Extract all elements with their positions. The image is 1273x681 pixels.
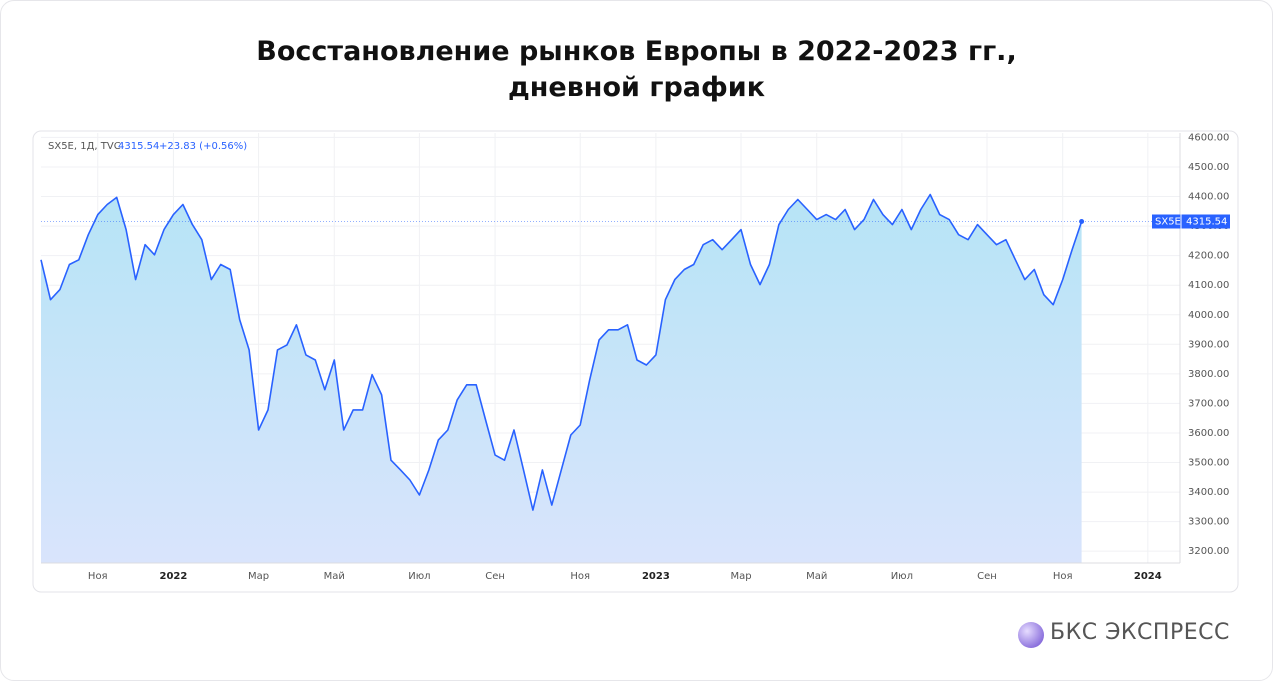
line <box>40 193 1083 511</box>
y-tick-label: 3700.00 <box>1188 398 1229 409</box>
x-tick-label: Май <box>806 571 827 582</box>
y-tick-label: 3400.00 <box>1188 487 1229 498</box>
x-tick-label: Июл <box>891 571 913 582</box>
price-tag-bg <box>1152 214 1230 229</box>
x-tick-label: Мар <box>730 571 751 582</box>
x-tick-label: Сен <box>485 571 505 582</box>
y-tick-label: 4000.00 <box>1188 310 1229 321</box>
y-tick-label: 4600.00 <box>1188 132 1229 143</box>
x-tick-label: Июл <box>408 571 430 582</box>
y-tick-label: 3200.00 <box>1188 546 1229 557</box>
y-tick-label: 4400.00 <box>1188 192 1229 203</box>
y-tick-label: 3600.00 <box>1188 428 1229 439</box>
x-tick-label: Май <box>324 571 345 582</box>
x-tick-label: Ноя <box>1053 571 1073 582</box>
y-tick-label: 4100.00 <box>1188 280 1229 291</box>
x-tick-label: 2022 <box>160 571 188 582</box>
x-tick-label: Ноя <box>570 571 590 582</box>
price-tag-symbol: SX5E <box>1155 217 1181 228</box>
area <box>41 194 1082 563</box>
brand: БКС ЭКСПРЕСС <box>1050 620 1230 645</box>
y-tick-label: 3500.00 <box>1188 458 1229 469</box>
y-tick-label: 3900.00 <box>1188 339 1229 350</box>
x-tick-label: Сен <box>977 571 997 582</box>
y-tick-label: 4200.00 <box>1188 251 1229 262</box>
plot <box>40 193 1180 563</box>
price-change: +23.83 (+0.56%) <box>159 141 247 152</box>
symbol-info: SX5E, 1Д, TVC <box>48 141 121 152</box>
chart-title: Восстановление рынков Европы в 2022-2023… <box>256 36 1017 103</box>
x-tick-label: 2023 <box>642 571 670 582</box>
y-tick-label: 4500.00 <box>1188 162 1229 173</box>
x-tick-label: Ноя <box>88 571 108 582</box>
price-tag-value: 4315.54 <box>1186 217 1227 228</box>
y-tick-label: 3800.00 <box>1188 369 1229 380</box>
x-tick-label: Мар <box>248 571 269 582</box>
y-tick-label: 3300.00 <box>1188 517 1229 528</box>
last-point <box>1079 219 1085 225</box>
last-price: 4315.54 <box>118 141 159 152</box>
brand-logo <box>1018 622 1044 648</box>
x-tick-label: 2024 <box>1134 571 1162 582</box>
